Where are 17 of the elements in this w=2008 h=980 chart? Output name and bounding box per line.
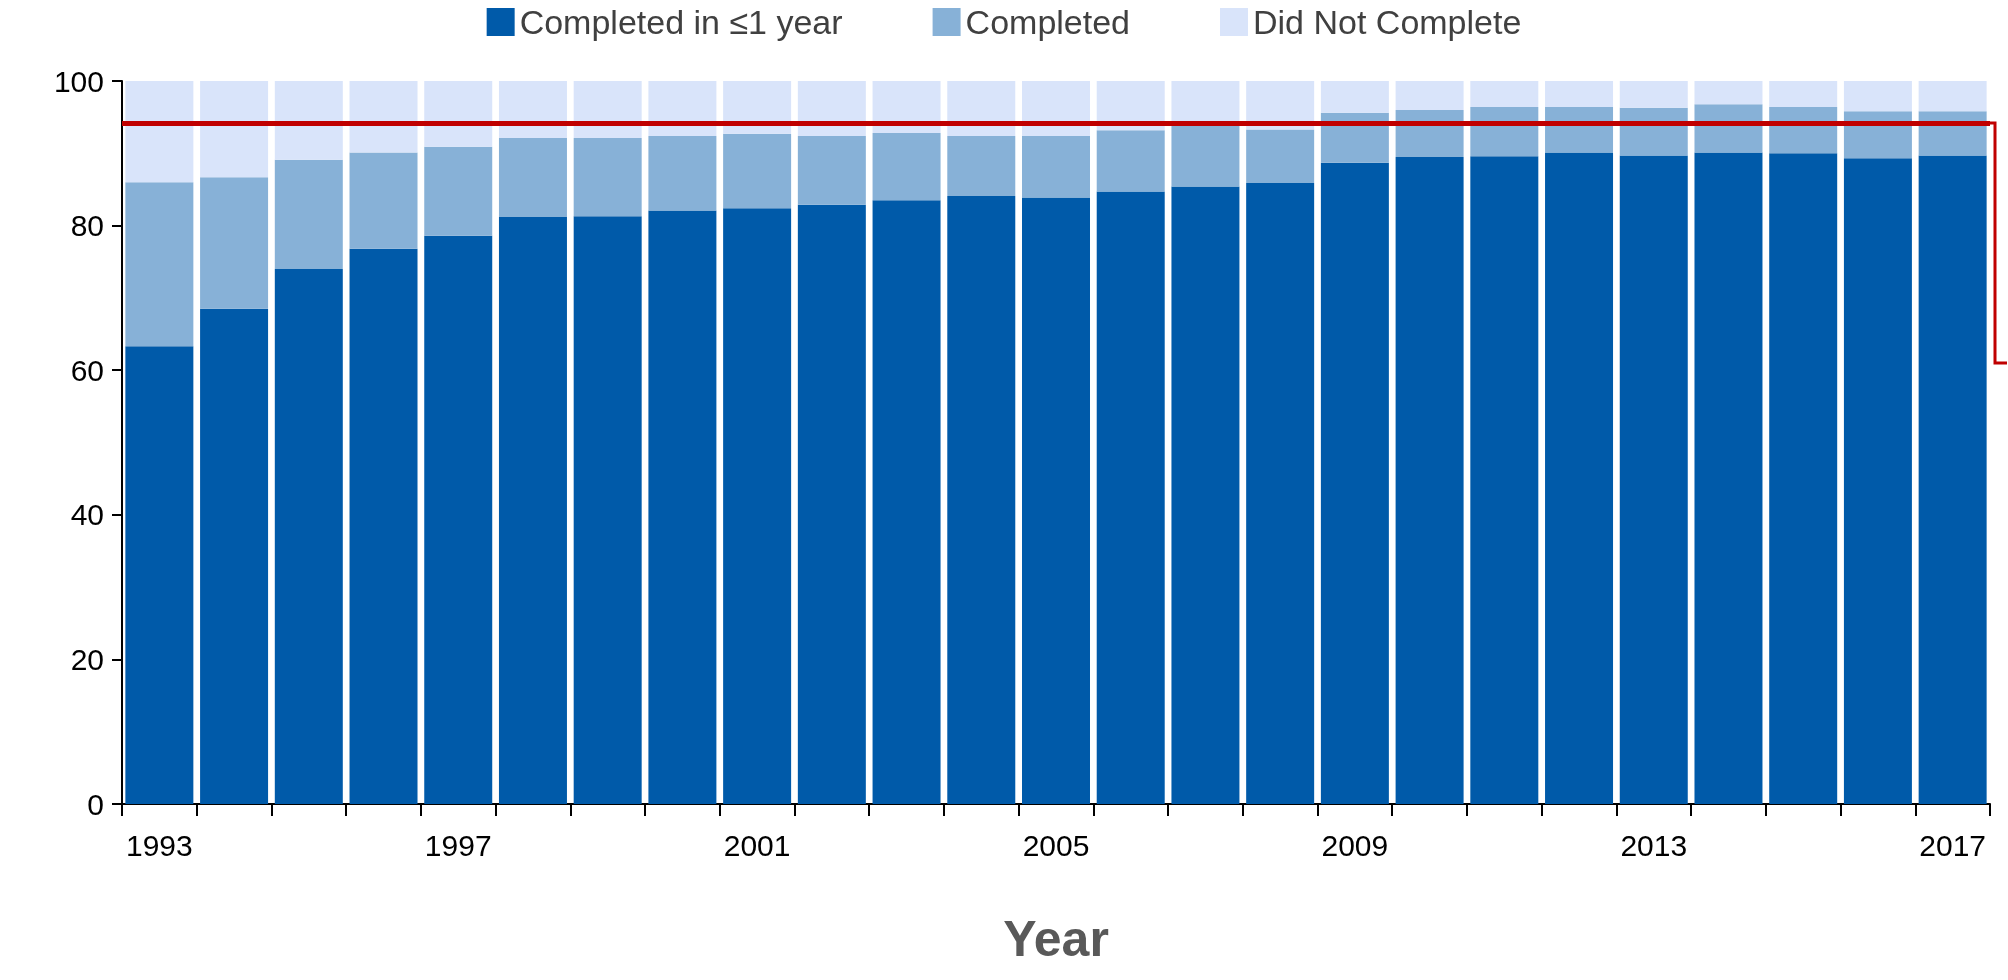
y-tick-label: 0	[87, 787, 104, 821]
x-axis-title: Year	[1003, 911, 1109, 967]
y-tick-label: 20	[70, 642, 104, 676]
x-tick-label: 1997	[424, 828, 492, 862]
legend-label: Did Not Complete	[1253, 3, 1522, 41]
y-tick-label: 100	[53, 64, 104, 98]
y-tick-label: 60	[70, 353, 104, 387]
x-tick-label: 2001	[723, 828, 791, 862]
x-tick-label: 2013	[1620, 828, 1688, 862]
x-tick-label: 2009	[1321, 828, 1389, 862]
y-tick-label: 80	[70, 209, 104, 243]
x-tick-label: 2005	[1022, 828, 1090, 862]
x-tick-label: 1993	[125, 828, 193, 862]
x-tick-label: 2017	[1919, 828, 1987, 862]
legend-label: Completed	[965, 3, 1131, 41]
y-tick-label: 40	[70, 498, 104, 532]
legend-label: Completed in ≤1 year	[519, 3, 843, 41]
